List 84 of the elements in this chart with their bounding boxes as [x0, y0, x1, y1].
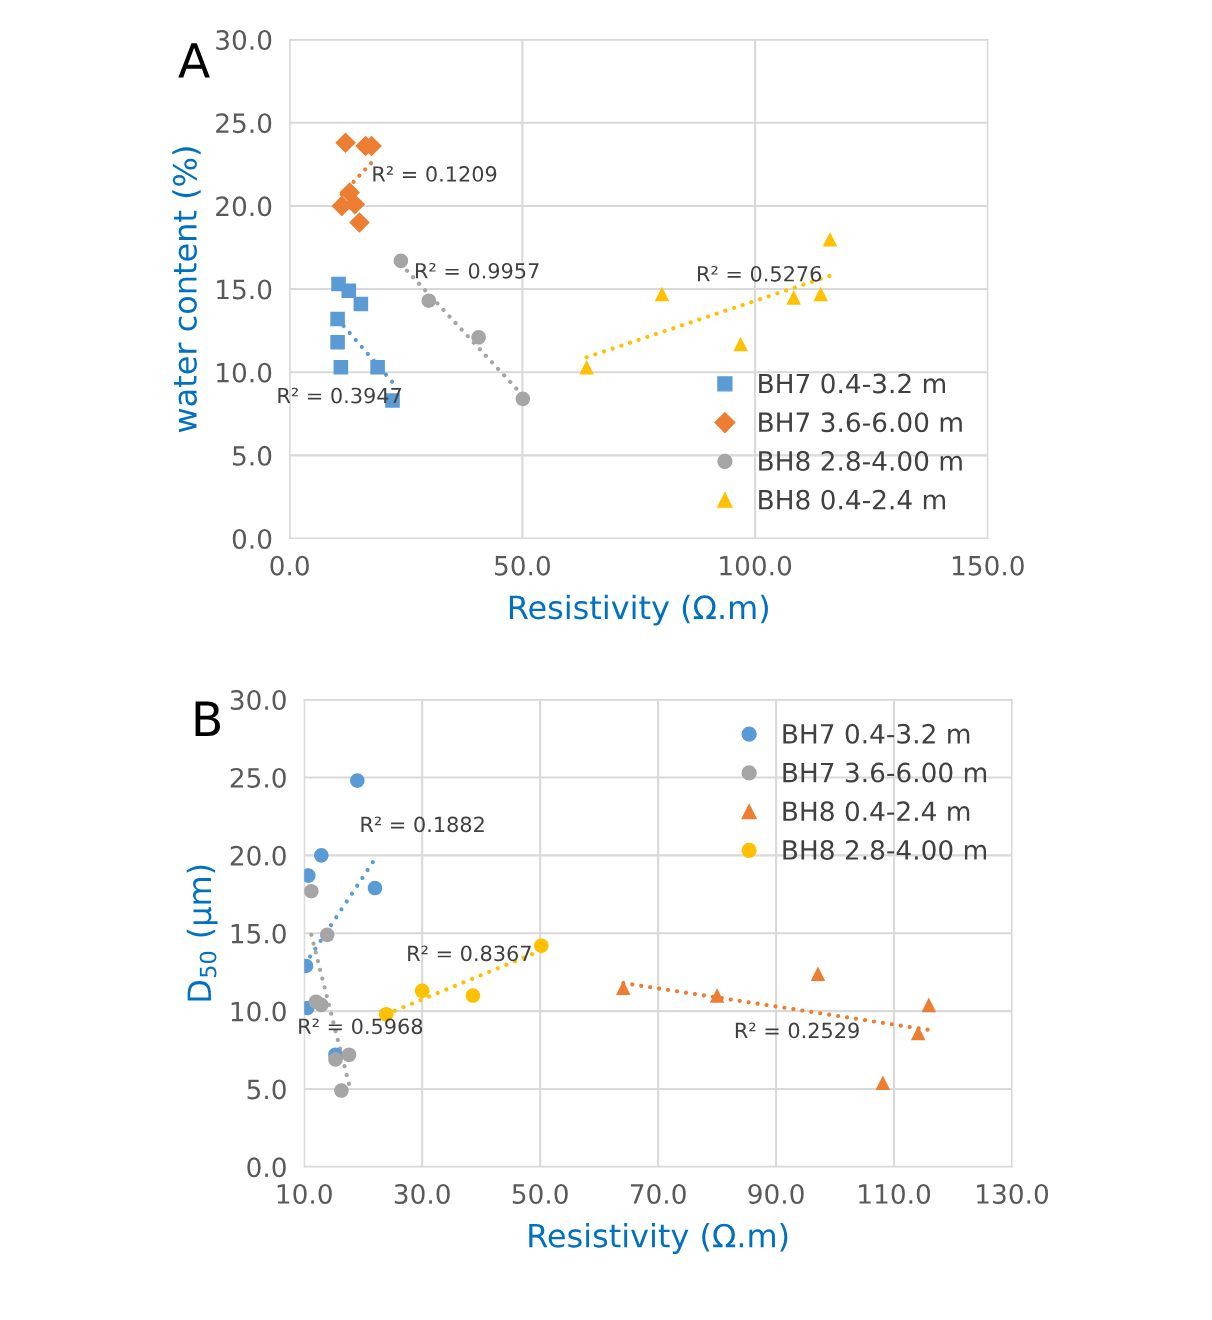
y-axis-title: D$_{50}$ (µm): [186, 865, 218, 1001]
point: [344, 193, 366, 215]
point: [393, 253, 409, 269]
point: [465, 988, 481, 1003]
y-tick-label: 30.0: [216, 30, 272, 50]
legend-label: BH8 2.8-4.00 m: [783, 840, 987, 860]
legend-label: BH7 0.4-3.2 m: [783, 723, 970, 744]
point: [875, 1075, 891, 1091]
y-tick-label: 25.0: [216, 113, 272, 134]
x-axis-title: Resistivity (Ω.m): [509, 594, 768, 626]
y-tick-label: 5.0: [247, 1079, 286, 1100]
legend-label: BH7 3.6-6.00 m: [783, 762, 987, 783]
point: [471, 330, 486, 345]
point: [654, 286, 670, 302]
annotation: R² = 0.5968: [299, 1018, 423, 1035]
y-tick-label: 25.0: [230, 767, 286, 788]
x-tick-label: 50.0: [495, 555, 550, 576]
point: [319, 927, 335, 943]
y-tick-label: 15.0: [217, 279, 272, 300]
annotation: R² = 0.5276: [698, 265, 822, 282]
y-tick-label: 30.0: [230, 690, 286, 710]
x-axis-title: Resistivity (Ω.m): [529, 1222, 788, 1254]
point: [810, 966, 826, 982]
point: [314, 997, 329, 1013]
legend-label: BH8 0.4-2.4 m: [783, 801, 970, 822]
y-tick-label: 20.0: [216, 196, 272, 217]
point: [534, 938, 549, 953]
point: [330, 311, 345, 327]
point: [333, 359, 349, 375]
point: [733, 336, 748, 352]
annotation: R² = 0.8367: [408, 945, 531, 962]
point: [341, 283, 357, 299]
point: [330, 335, 345, 350]
point: [353, 296, 369, 312]
point: [813, 286, 828, 302]
x-tick-label: 50.0: [512, 1184, 568, 1204]
y-tick-label: 10.0: [217, 362, 272, 383]
y-tick-label: 10.0: [231, 1001, 286, 1022]
y-tick-label: 0.0: [232, 529, 272, 549]
point: [421, 293, 437, 309]
point: [335, 132, 356, 154]
point: [786, 290, 801, 305]
y-axis-title: water content (%): [172, 147, 201, 433]
point: [350, 773, 365, 788]
annotation: R² = 0.1882: [361, 816, 484, 833]
y-tick-label: 20.0: [230, 845, 286, 866]
point: [349, 212, 370, 233]
point: [314, 848, 329, 863]
point: [367, 880, 383, 896]
y-tick-label: 0.0: [247, 1157, 286, 1178]
point: [910, 1025, 926, 1041]
point: [304, 883, 319, 899]
annotation: R² = 0.2529: [735, 1022, 859, 1039]
point: [334, 1083, 349, 1098]
text: B: [195, 701, 221, 736]
point: [370, 359, 385, 375]
point: [616, 980, 631, 996]
legend-label: BH7 0.4-3.2 m: [759, 373, 945, 394]
x-tick-label: 110.0: [859, 1184, 931, 1204]
text: A: [178, 43, 210, 78]
y-tick-label: 5.0: [233, 445, 272, 466]
x-tick-label: 0.0: [270, 555, 309, 576]
point: [921, 997, 937, 1013]
legend-label: BH8 0.4-2.4 m: [759, 489, 945, 510]
y-tick-label: 15.0: [231, 923, 286, 944]
annotation: R² = 0.9957: [415, 262, 539, 279]
legend-label: BH7 3.6-6.00 m: [759, 412, 962, 433]
point: [515, 391, 531, 407]
x-tick-label: 90.0: [748, 1184, 804, 1204]
annotation: R² = 0.3947: [278, 387, 402, 404]
x-tick-label: 130.0: [977, 1184, 1049, 1204]
x-tick-label: 100.0: [720, 555, 792, 576]
point: [414, 983, 430, 999]
point: [579, 359, 594, 375]
point: [822, 231, 838, 247]
point: [341, 1047, 357, 1063]
x-tick-label: 30.0: [394, 1184, 450, 1204]
legend-label: BH8 2.8-4.00 m: [759, 451, 962, 471]
point: [328, 1052, 343, 1067]
x-tick-label: 150.0: [952, 555, 1024, 576]
point: [709, 988, 725, 1003]
x-tick-label: 10.0: [277, 1184, 332, 1204]
x-tick-label: 70.0: [630, 1184, 686, 1204]
annotation: R² = 0.1209: [373, 166, 497, 182]
